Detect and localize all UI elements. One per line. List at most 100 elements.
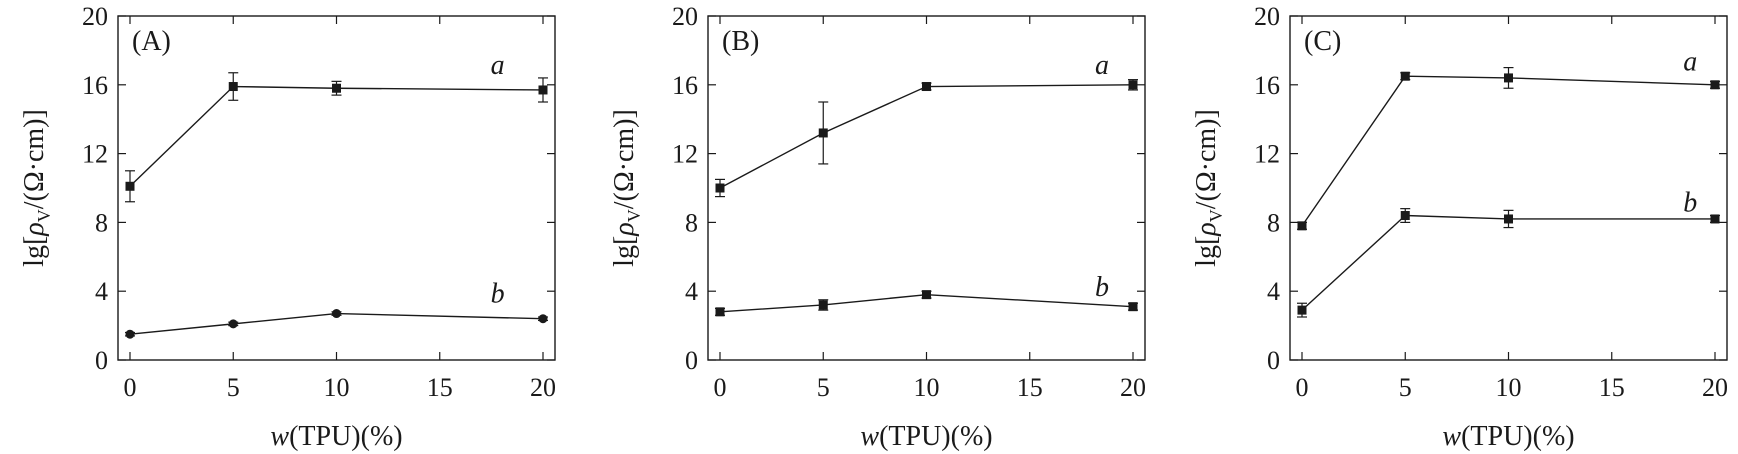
x-axis-label: w(TPU)(%)	[270, 421, 402, 452]
chart-panel-c: 0 4 8 12 16 20 0 5 10 15 20 (C) w(TPU)(%) lg[ρV/(Ω·cm…	[1191, 2, 1728, 452]
data-point	[715, 307, 725, 317]
series-a: a	[715, 50, 1138, 198]
data-point	[1297, 305, 1307, 315]
series-label: a	[1095, 50, 1109, 81]
y-tick-label: 12	[672, 140, 698, 169]
y-label-unit: /(Ω·cm)]	[609, 109, 640, 209]
x-tick-label: 0	[714, 373, 727, 402]
y-tick-label: 16	[1254, 71, 1280, 100]
x-tick-label: 20	[530, 373, 556, 402]
x-tick-label: 15	[427, 373, 453, 402]
x-axis-label-var: w	[1442, 421, 1461, 452]
series-line	[129, 312, 544, 335]
x-tick-label: 10	[914, 373, 940, 402]
series-line	[719, 84, 1134, 189]
data-point	[538, 314, 548, 324]
y-label-symbol: ρ	[1191, 222, 1222, 236]
x-tick-label: 0	[1296, 373, 1309, 402]
x-tick-label: 10	[1496, 373, 1522, 402]
series-label: a	[491, 50, 505, 81]
x-tick-label: 5	[817, 373, 830, 402]
series-label: b	[1683, 187, 1697, 218]
x-tick-label: 5	[1399, 373, 1412, 402]
data-point	[228, 82, 238, 92]
y-tick-label: 0	[1267, 346, 1280, 375]
x-tick-label: 5	[227, 373, 240, 402]
series-b: b	[715, 272, 1138, 317]
y-tick-label: 4	[95, 277, 108, 306]
data-point	[715, 183, 725, 193]
y-label-subscript: V	[624, 209, 644, 222]
x-tick-label: 20	[1120, 373, 1146, 402]
y-label-prefix: lg[	[1191, 236, 1222, 267]
y-tick-label: 0	[685, 346, 698, 375]
chart-panel-a: 0 4 8 12 16 20 0 5 10 15 20 (A) w(TPU)(%) lg[ρV/(Ω·cm…	[19, 2, 556, 452]
series-b: b	[1297, 187, 1720, 318]
series-label: b	[491, 279, 505, 310]
data-point	[332, 309, 341, 319]
x-axis-label-unit: (TPU)(%)	[879, 421, 993, 452]
data-point	[1504, 214, 1513, 224]
y-label-symbol: ρ	[609, 222, 640, 236]
x-tick-label: 15	[1017, 373, 1043, 402]
series-line	[719, 293, 1134, 313]
y-axis-label: lg[ρV/(Ω·cm)]	[609, 109, 644, 267]
panel-label: (B)	[722, 26, 759, 57]
y-label-prefix: lg[	[19, 236, 50, 267]
data-point	[1297, 221, 1307, 231]
data-point	[125, 329, 135, 339]
data-point	[228, 319, 238, 329]
x-tick-label: 15	[1599, 373, 1625, 402]
data-point	[1400, 211, 1410, 221]
data-point	[1128, 302, 1138, 312]
series-a: a	[1297, 46, 1720, 231]
y-tick-label: 8	[95, 208, 108, 237]
panel-label: (C)	[1304, 26, 1341, 57]
series-label: a	[1683, 46, 1697, 77]
y-tick-label: 16	[82, 71, 108, 100]
y-label-symbol: ρ	[19, 222, 50, 236]
x-tick-label: 10	[324, 373, 350, 402]
data-point	[922, 82, 931, 92]
data-point	[1710, 80, 1720, 90]
data-point	[1504, 73, 1513, 83]
x-axis-label-var: w	[860, 421, 879, 452]
chart-panel-b: 0 4 8 12 16 20 0 5 10 15 20 (B) w(TPU)(%) lg[ρV/(Ω·cm…	[609, 2, 1146, 452]
y-axis-label: lg[ρV/(Ω·cm)]	[1191, 109, 1226, 267]
panel-label: (A)	[132, 26, 171, 57]
data-point	[1128, 80, 1138, 90]
y-label-subscript: V	[34, 209, 54, 222]
series-line	[1301, 214, 1715, 311]
series-b: b	[125, 279, 548, 339]
y-label-subscript: V	[1206, 209, 1226, 222]
series-label: b	[1095, 272, 1109, 303]
y-tick-label: 16	[672, 71, 698, 100]
y-tick-label: 8	[1267, 208, 1280, 237]
y-axis-label: lg[ρV/(Ω·cm)]	[19, 109, 54, 267]
y-tick-label: 12	[1254, 140, 1280, 169]
plot-frame	[117, 15, 556, 361]
x-axis-label-var: w	[270, 421, 289, 452]
y-label-prefix: lg[	[609, 236, 640, 267]
y-label-unit: /(Ω·cm)]	[1191, 109, 1222, 209]
x-axis-label: w(TPU)(%)	[1442, 421, 1574, 452]
data-point	[818, 128, 828, 138]
y-tick-label: 0	[95, 346, 108, 375]
y-tick-label: 20	[82, 2, 108, 31]
data-point	[125, 181, 135, 191]
y-tick-label: 20	[1254, 2, 1280, 31]
data-point	[922, 290, 931, 300]
y-tick-label: 4	[1267, 277, 1280, 306]
x-axis-label: w(TPU)(%)	[860, 421, 992, 452]
x-tick-label: 0	[124, 373, 137, 402]
y-tick-label: 4	[685, 277, 698, 306]
x-tick-label: 20	[1702, 373, 1728, 402]
y-tick-label: 8	[685, 208, 698, 237]
data-point	[332, 83, 341, 93]
x-axis-label-unit: (TPU)(%)	[289, 421, 403, 452]
data-point	[538, 85, 548, 95]
y-label-unit: /(Ω·cm)]	[19, 109, 50, 209]
y-tick-label: 12	[82, 140, 108, 169]
x-axis-label-unit: (TPU)(%)	[1461, 421, 1575, 452]
